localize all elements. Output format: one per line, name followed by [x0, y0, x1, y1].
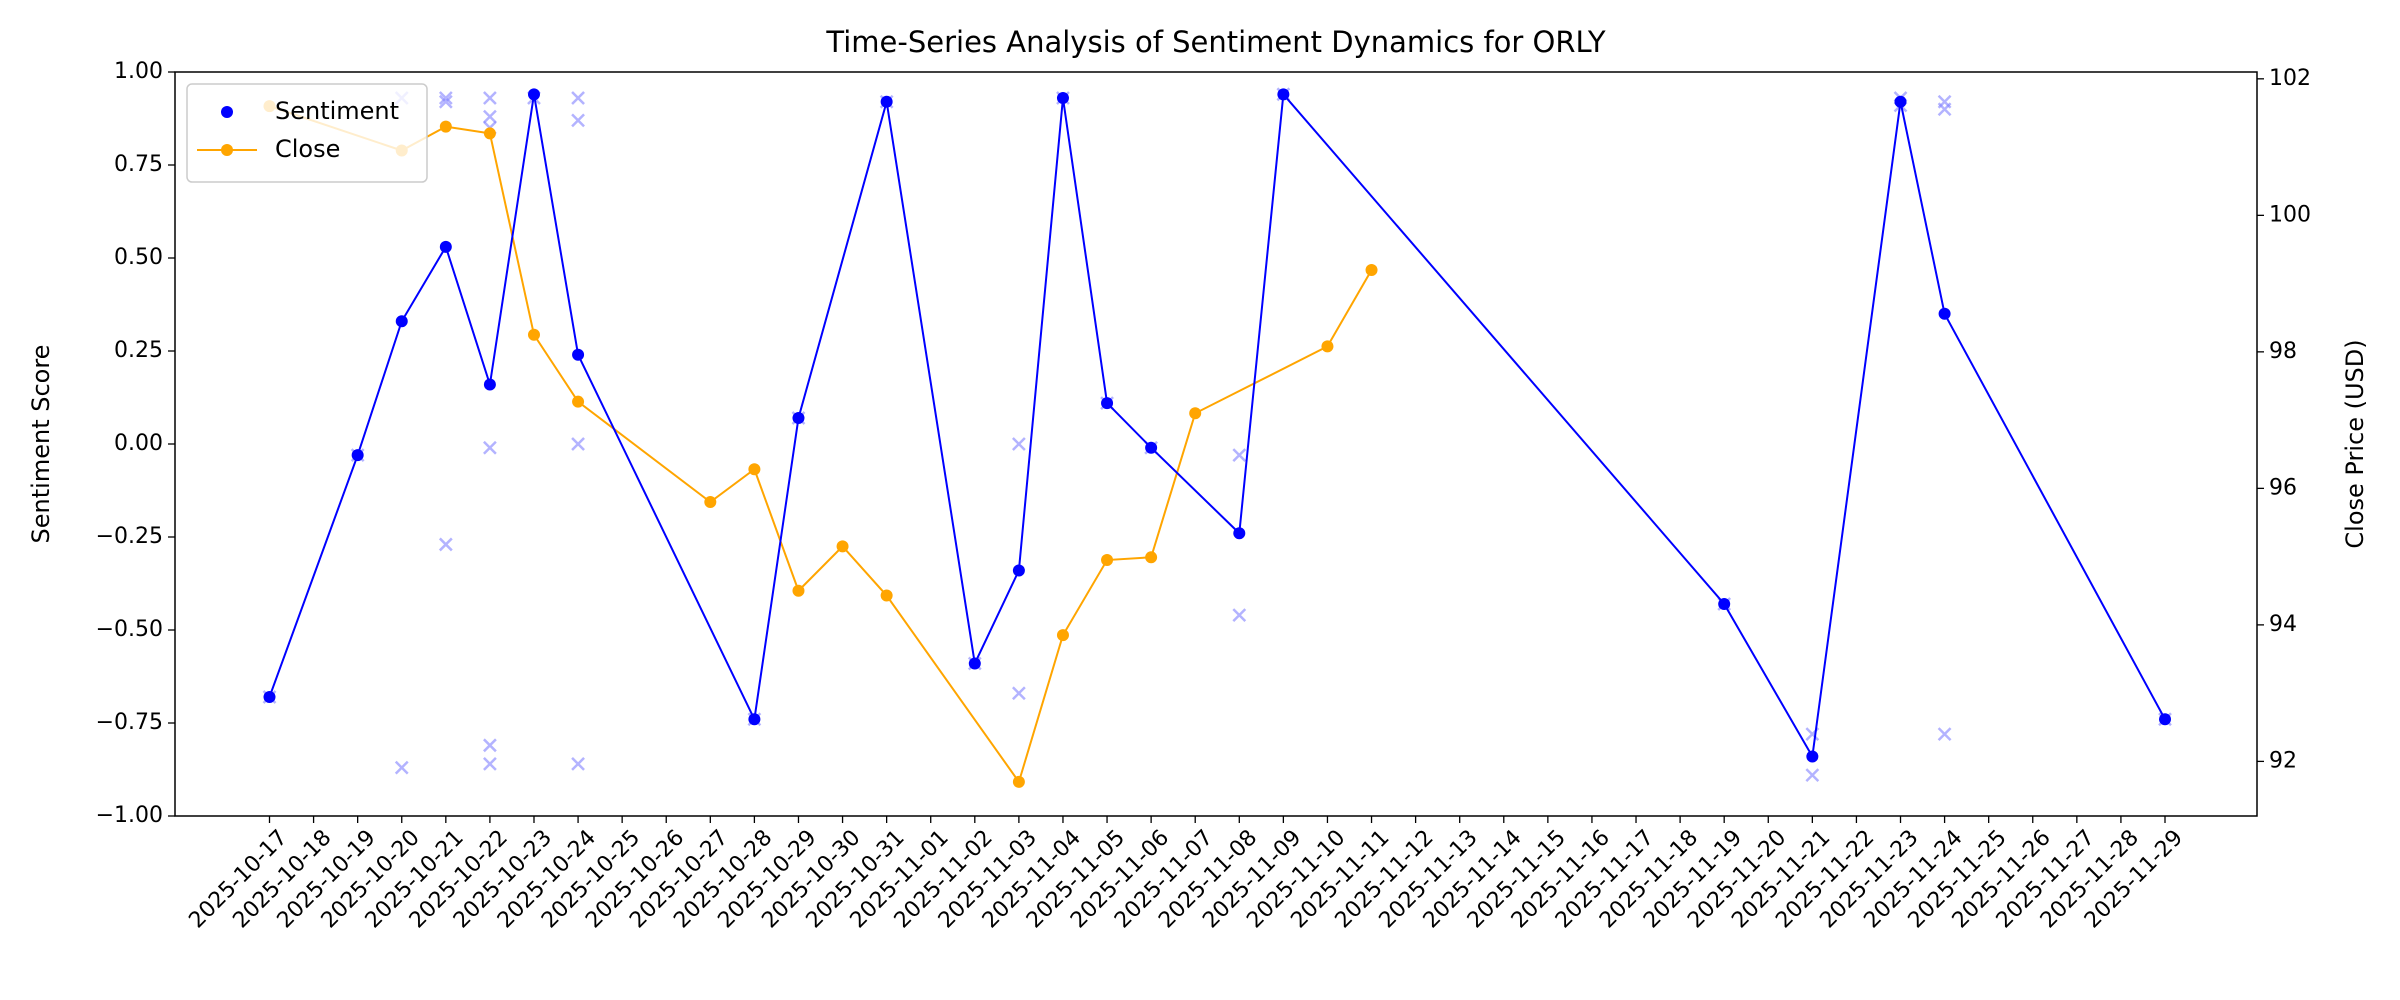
point — [572, 348, 585, 361]
point — [483, 127, 496, 140]
point — [483, 378, 496, 391]
point — [1277, 88, 1290, 101]
point — [1056, 629, 1069, 642]
point — [1365, 263, 1378, 276]
score-marker — [1805, 768, 1820, 782]
y2-tick-label: 100 — [2269, 202, 2311, 227]
y2-tick-label: 94 — [2269, 612, 2297, 637]
point — [1145, 551, 1158, 564]
score-marker — [571, 91, 585, 105]
y-tick-label: 0.25 — [114, 338, 163, 363]
point — [527, 88, 540, 101]
point — [1012, 564, 1025, 577]
y2-tick-label: 96 — [2269, 475, 2297, 500]
point — [1321, 340, 1334, 353]
y2-axis-label: Close Price (USD) — [2341, 339, 2369, 548]
point — [1145, 441, 1158, 454]
score-marker — [571, 113, 585, 128]
y-tick-label: 0.00 — [114, 431, 163, 456]
score-marker — [483, 738, 497, 753]
point — [1938, 307, 1951, 320]
chart-title: Time-Series Analysis of Sentiment Dynami… — [825, 25, 1605, 59]
point — [792, 584, 805, 597]
point — [1233, 527, 1246, 540]
point — [1101, 397, 1114, 410]
score-marker — [1232, 448, 1247, 463]
point — [1101, 554, 1114, 567]
point — [1056, 92, 1069, 105]
y2-tick-label: 102 — [2269, 66, 2311, 91]
y-tick-label: −1.00 — [96, 803, 163, 828]
y-tick-label: −0.50 — [96, 617, 163, 642]
point — [572, 395, 585, 408]
score-marker — [438, 537, 453, 552]
score-marker — [483, 91, 497, 105]
score-marker — [571, 757, 585, 771]
point — [968, 657, 981, 670]
score-marker — [483, 440, 497, 455]
score-marker — [483, 757, 497, 771]
score-marker — [1937, 102, 1952, 117]
series-line — [269, 105, 1373, 785]
score-marker — [1011, 686, 1026, 701]
point — [2159, 713, 2171, 726]
point — [395, 315, 408, 328]
score-marker — [394, 760, 409, 775]
legend-label: Sentiment — [275, 97, 399, 125]
point — [527, 328, 540, 341]
y2-tick-label: 98 — [2269, 339, 2297, 364]
point — [439, 240, 452, 253]
point — [792, 411, 805, 424]
series-line — [268, 91, 2166, 760]
score-marker — [571, 437, 585, 451]
point — [880, 95, 893, 108]
point — [836, 540, 849, 553]
legend-box — [186, 83, 428, 183]
legend-label: Close — [275, 135, 340, 163]
point — [1718, 597, 1731, 610]
point — [439, 120, 452, 133]
point — [351, 449, 364, 462]
point — [1894, 95, 1907, 108]
y-tick-label: 1.00 — [114, 59, 163, 84]
score-marker — [438, 94, 453, 109]
score-marker — [1937, 727, 1952, 742]
point — [748, 463, 761, 476]
y-tick-label: 0.75 — [114, 152, 163, 177]
score-marker — [1011, 437, 1026, 451]
y-tick-label: −0.75 — [96, 710, 163, 735]
point — [263, 690, 276, 703]
legend-marker — [221, 144, 233, 156]
point — [704, 496, 717, 509]
y-tick-label: −0.25 — [96, 524, 163, 549]
y-axis-label: Sentiment Score — [27, 345, 55, 544]
legend-marker — [221, 106, 233, 118]
y2-tick-label: 92 — [2269, 748, 2297, 773]
point — [1806, 750, 1819, 763]
score-marker — [483, 109, 497, 124]
point — [1189, 407, 1202, 420]
point — [880, 589, 893, 602]
point — [1012, 775, 1025, 788]
score-marker — [1232, 608, 1247, 623]
point — [748, 713, 761, 726]
score-marker — [438, 91, 453, 105]
y-tick-label: 0.50 — [114, 245, 163, 270]
